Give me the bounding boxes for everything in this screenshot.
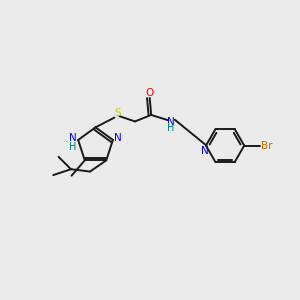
Text: N: N (167, 117, 175, 127)
Text: H: H (167, 123, 174, 133)
Text: S: S (114, 109, 121, 118)
Text: N: N (114, 133, 122, 142)
Text: N: N (69, 134, 77, 143)
Text: H: H (70, 142, 77, 152)
Text: O: O (146, 88, 154, 98)
Text: Br: Br (261, 141, 273, 151)
Text: N: N (201, 146, 208, 156)
